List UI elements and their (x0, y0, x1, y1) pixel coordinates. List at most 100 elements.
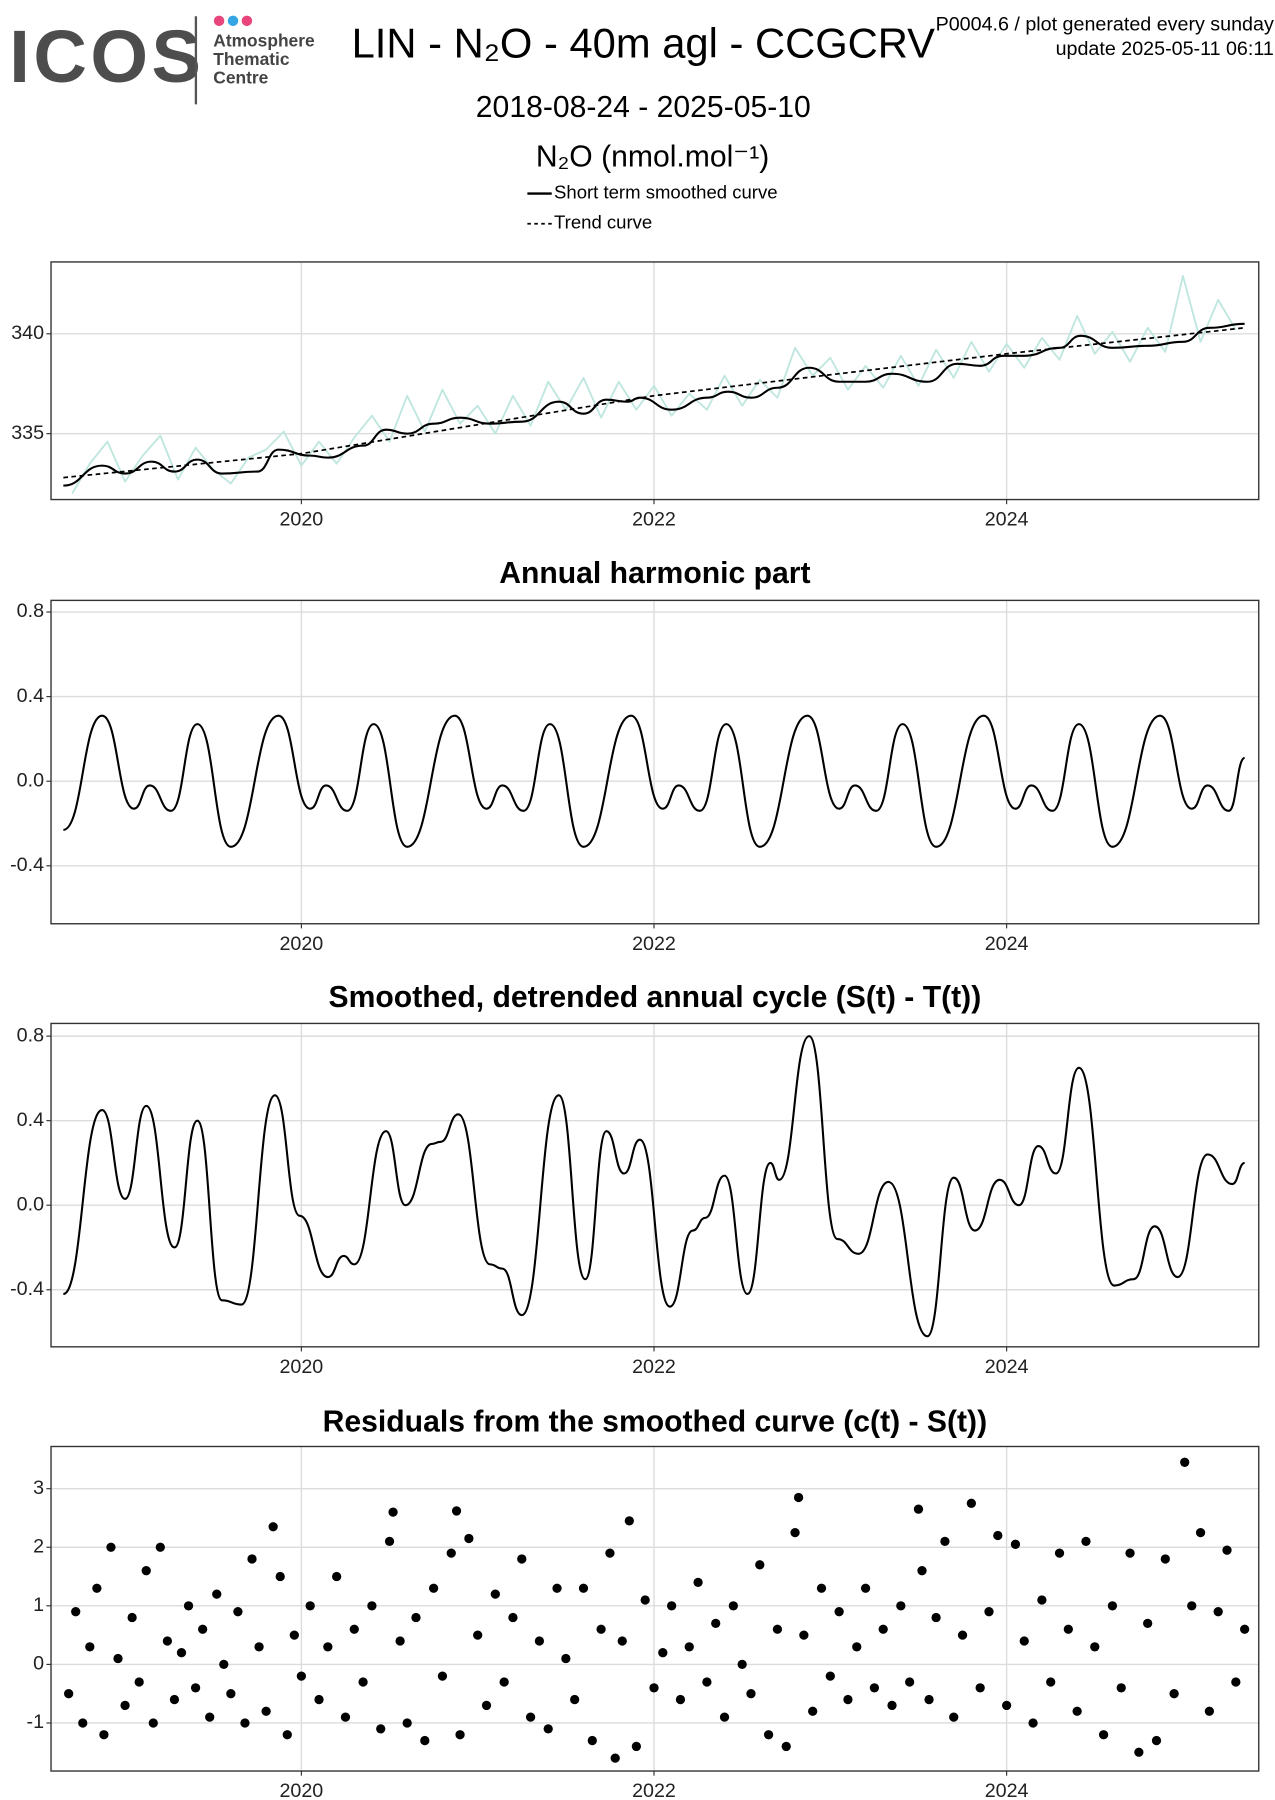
data-point (113, 1653, 123, 1664)
x-tick-label: 2020 (279, 1356, 323, 1378)
data-point (473, 1630, 483, 1640)
data-point (134, 1677, 144, 1687)
data-point (127, 1612, 137, 1623)
y-tick-label: 2 (33, 1535, 44, 1557)
x-tick-label: 2020 (279, 509, 323, 531)
x-tick-label: 2024 (985, 1780, 1029, 1800)
data-point (702, 1677, 712, 1687)
data-point (1037, 1595, 1047, 1605)
raw-data-line (71, 274, 1237, 495)
data-point (799, 1630, 809, 1640)
data-point (92, 1583, 102, 1593)
data-point (931, 1612, 941, 1623)
data-point (1195, 1527, 1206, 1538)
data-point (649, 1683, 659, 1693)
data-point (517, 1554, 527, 1564)
data-point (1107, 1601, 1118, 1611)
data-point (940, 1536, 950, 1547)
data-point (1231, 1677, 1241, 1687)
data-point (1180, 1457, 1190, 1467)
x-tick-label: 2024 (985, 1356, 1029, 1378)
data-point (1134, 1747, 1144, 1757)
data-point (508, 1612, 518, 1623)
data-point (1046, 1677, 1056, 1687)
data-point (455, 1730, 465, 1740)
raw-data-line (62, 1035, 1246, 1338)
y-axis-label: N₂O (nmol.mol⁻¹) (536, 141, 769, 174)
data-point (525, 1712, 536, 1722)
data-point (395, 1636, 405, 1646)
data-point (268, 1522, 278, 1532)
data-point (1116, 1683, 1126, 1693)
data-point (120, 1700, 130, 1711)
data-point (289, 1630, 299, 1640)
data-point (437, 1671, 448, 1681)
data-point (924, 1694, 934, 1705)
data-point (896, 1601, 906, 1611)
data-point (570, 1694, 580, 1705)
y-tick-label: -1 (27, 1711, 45, 1733)
plot-frame (50, 261, 1260, 501)
data-point (957, 1630, 968, 1640)
data-point (219, 1659, 229, 1670)
y-tick-label: -0.4 (10, 1278, 44, 1300)
data-point (85, 1642, 95, 1652)
data-point (860, 1583, 871, 1593)
data-point (631, 1741, 642, 1752)
data-point (226, 1689, 236, 1699)
data-point (275, 1571, 285, 1582)
logo-text: Centre (213, 67, 268, 87)
data-point (534, 1636, 545, 1646)
logo: ICOS (9, 15, 204, 98)
data-point (490, 1589, 500, 1599)
y-tick-label: 0.8 (17, 600, 44, 622)
plot-frame (50, 599, 1260, 925)
x-tick-label: 2022 (632, 933, 676, 955)
data-point (314, 1694, 324, 1705)
data-point (1125, 1548, 1135, 1558)
data-point (869, 1683, 880, 1693)
data-point (349, 1624, 359, 1634)
x-tick-label: 2020 (279, 933, 323, 955)
logo-text: Thematic (213, 49, 290, 69)
data-point (481, 1700, 492, 1711)
series-line (63, 326, 1245, 479)
data-point (233, 1607, 243, 1617)
raw-data-line (62, 714, 1246, 848)
data-point (148, 1718, 158, 1728)
data-point (282, 1730, 292, 1740)
legend-label: Short term smoothed curve (554, 181, 777, 202)
data-point (693, 1577, 703, 1588)
data-point (1240, 1624, 1250, 1634)
data-point (666, 1601, 677, 1611)
data-point (737, 1659, 747, 1670)
data-point (141, 1566, 151, 1576)
data-point (254, 1642, 264, 1652)
data-point (543, 1724, 553, 1734)
y-tick-label: 0.4 (17, 685, 44, 707)
data-point (966, 1498, 976, 1508)
y-tick-label: 0.4 (17, 1109, 44, 1131)
data-point (975, 1683, 985, 1693)
data-point (843, 1694, 853, 1705)
data-point (793, 1492, 804, 1503)
data-point (99, 1730, 109, 1740)
data-point (155, 1542, 165, 1552)
data-point (296, 1671, 307, 1681)
x-tick-label: 2024 (985, 933, 1029, 955)
data-point (852, 1642, 862, 1652)
plot-frame (50, 1445, 1260, 1772)
y-tick-label: 3 (33, 1477, 44, 1499)
data-point (428, 1583, 439, 1593)
data-point (1090, 1642, 1100, 1652)
plot-frame (50, 1022, 1260, 1348)
data-point (1151, 1735, 1162, 1746)
logo-dot (227, 15, 239, 27)
data-point (719, 1712, 730, 1722)
data-point (411, 1612, 421, 1623)
data-point (887, 1700, 897, 1711)
data-point (640, 1595, 650, 1605)
data-point (746, 1689, 756, 1699)
data-point (816, 1583, 827, 1593)
